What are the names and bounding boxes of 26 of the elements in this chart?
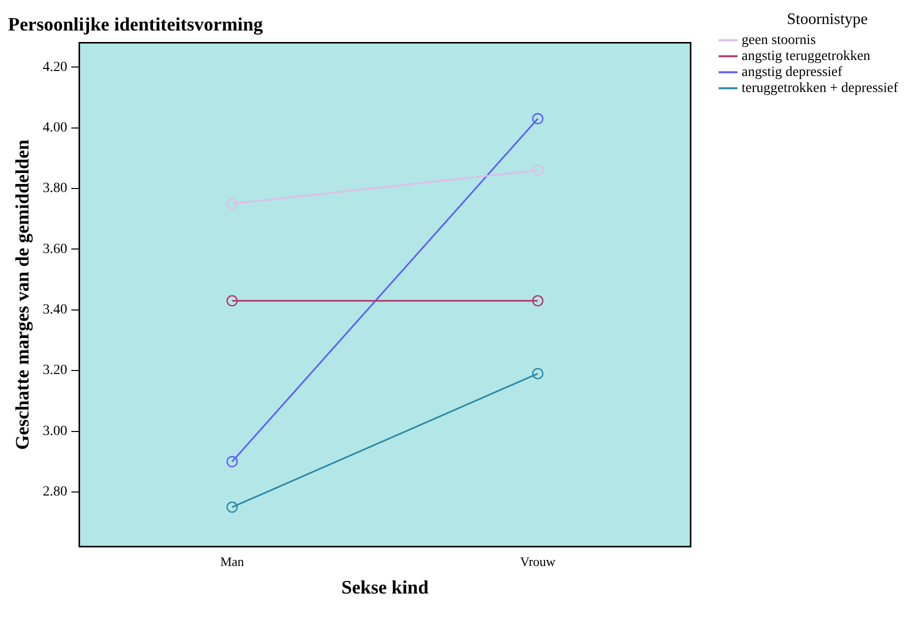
point [226, 501, 238, 513]
y-tick-label: 4.00 [42, 120, 68, 136]
y-tick-label: 3.60 [42, 242, 68, 257]
x-tick-label: Vrouw [520, 554, 556, 569]
y-tick-label: 3.20 [42, 363, 68, 378]
point [532, 113, 544, 124]
y-tick-label: 4.20 [42, 60, 68, 75]
y-tick-label: 3.00 [42, 424, 68, 439]
x-axis-title: Sekse kind [341, 578, 429, 599]
point [532, 295, 544, 306]
point [532, 368, 544, 380]
point [226, 295, 238, 306]
point [226, 198, 238, 210]
legend-label: geen stoornis [742, 32, 816, 48]
y-tick-label: 2.80 [42, 484, 68, 500]
legend-label: angstig depressief [742, 64, 843, 80]
y-axis-title: Geschatte marges van de gemiddelden [12, 139, 34, 450]
y-tick-label: 3.80 [42, 181, 68, 196]
chart-title: Persoonlijke identiteitsvorming [8, 14, 264, 36]
point [532, 164, 544, 176]
legend-label: angstig teruggetrokken [742, 48, 870, 64]
x-tick-label: Man [220, 554, 245, 569]
point [226, 456, 238, 468]
y-tick-label: 3.40 [42, 302, 68, 318]
legend-title: Stoornistype [786, 11, 868, 28]
legend-label: teruggetrokken + depressief [742, 80, 898, 96]
